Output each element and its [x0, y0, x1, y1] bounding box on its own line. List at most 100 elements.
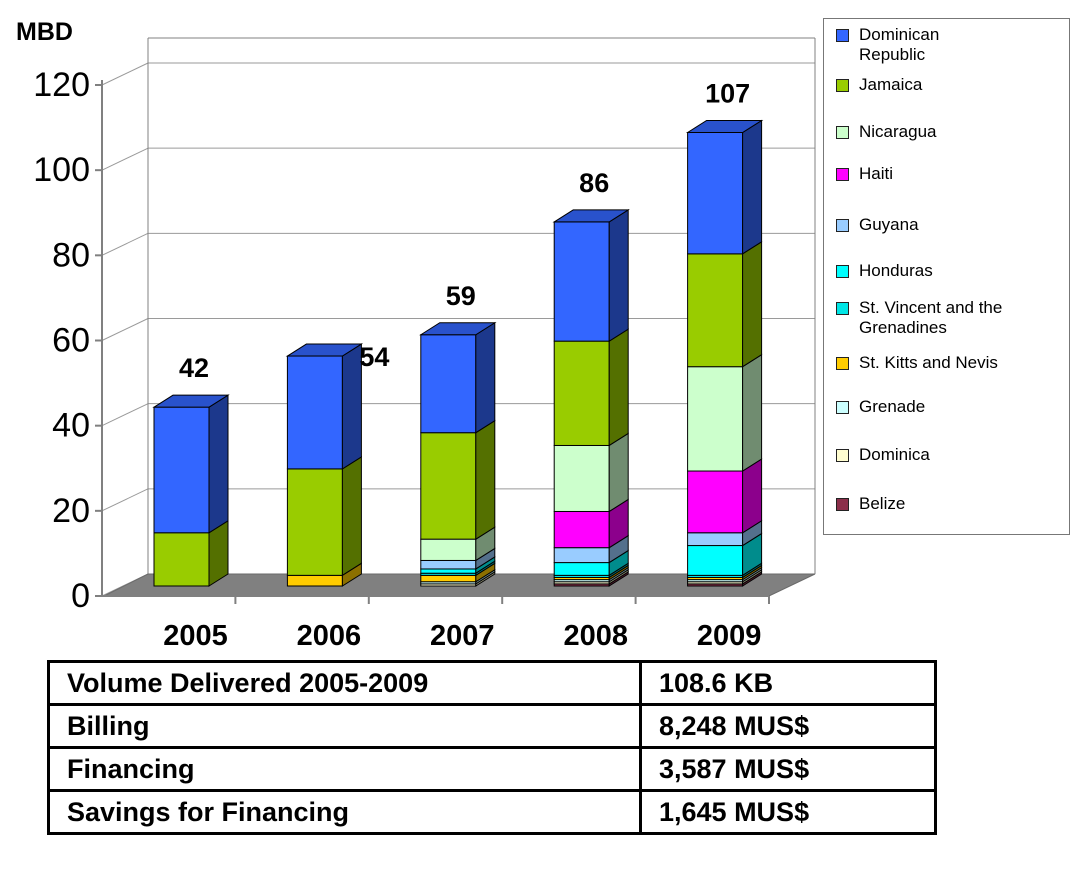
gridline-side — [101, 403, 149, 427]
bar-segment-side — [475, 321, 496, 434]
legend-item-st-vincent: St. Vincent and the Grenadines — [836, 298, 1009, 338]
y-tick-label: 40 — [52, 407, 90, 445]
legend-label: Grenade — [859, 397, 926, 416]
table-cell-label: Financing — [47, 746, 642, 792]
bar-top-face — [419, 322, 497, 336]
legend-label: Belize — [859, 494, 906, 513]
x-tick-label: 2005 — [163, 620, 228, 652]
legend-item-grenade: Grenade — [836, 397, 1059, 417]
gridline-side — [101, 488, 149, 512]
x-tick-label: 2006 — [297, 620, 362, 652]
y-tick-label: 60 — [52, 322, 90, 360]
legend-swatch-st-kitts — [836, 357, 849, 370]
table-row: Volume Delivered 2005-2009 108.6 KB — [47, 660, 937, 706]
y-axis-label: MBD — [16, 18, 73, 46]
bar-segment-side — [341, 455, 362, 577]
table-cell-label: Billing — [47, 703, 642, 749]
legend-swatch-st-vincent — [836, 302, 849, 315]
bar-top-face — [152, 394, 230, 408]
legend-label: Dominica — [859, 445, 930, 464]
bar-segment-side — [742, 240, 763, 368]
legend-label: Honduras — [859, 261, 933, 280]
gridline-side — [101, 62, 149, 86]
y-tick-label: 120 — [33, 66, 90, 104]
legend-label: Nicaragua — [859, 122, 937, 141]
bar-top-face — [552, 209, 630, 223]
bar-segment — [420, 432, 477, 540]
table-cell-label: Savings for Financing — [47, 789, 642, 835]
bar-segment — [420, 538, 477, 561]
bar-segment — [687, 253, 744, 368]
table-cell-value: 108.6 KB — [639, 660, 937, 706]
bar-segment — [153, 406, 210, 534]
legend-swatch-belize — [836, 498, 849, 511]
legend-label: Haiti — [859, 164, 894, 183]
legend-item-haiti: Haiti — [836, 164, 1059, 184]
legend-item-jamaica: Jamaica — [836, 75, 1059, 95]
legend-item-honduras: Honduras — [836, 261, 1059, 281]
chart-legend: Dominican Republic Jamaica Nicaragua Hai… — [823, 18, 1070, 535]
table-row: Financing 3,587 MUS$ — [47, 746, 937, 792]
summary-table: Volume Delivered 2005-2009 108.6 KB Bill… — [47, 660, 937, 835]
table-cell-value: 8,248 MUS$ — [639, 703, 937, 749]
legend-label: St. Vincent and the Grenadines — [859, 298, 1003, 337]
legend-item-dominica: Dominica — [836, 445, 1059, 465]
bar-segment — [553, 562, 610, 576]
bar-segment — [687, 470, 744, 534]
bar-segment-side — [475, 419, 496, 541]
bar-segment — [553, 510, 610, 549]
bar-segment — [687, 545, 744, 576]
legend-swatch-dominica — [836, 449, 849, 462]
bar-segment — [687, 366, 744, 472]
legend-swatch-haiti — [836, 168, 849, 181]
bar-segment — [553, 444, 610, 512]
bar-total-label: 86 — [579, 168, 609, 198]
bar-segment — [553, 340, 610, 446]
legend-swatch-dominican-republic — [836, 29, 849, 42]
bar-segment — [420, 568, 477, 574]
legend-swatch-jamaica — [836, 79, 849, 92]
bar-segment — [553, 547, 610, 564]
legend-item-belize: Belize — [836, 494, 1059, 514]
bar-total-label: 42 — [179, 353, 209, 383]
bar-top-face — [285, 343, 364, 357]
bar-segment — [553, 221, 610, 342]
bar-segment-side — [608, 432, 629, 513]
legend-label: Guyana — [859, 215, 919, 234]
gridline-side — [101, 147, 149, 171]
bar-total-label: 59 — [446, 281, 476, 311]
bar-segment — [420, 574, 477, 583]
y-tick-label: 80 — [52, 236, 90, 274]
bar-segment — [420, 334, 477, 434]
table-cell-value: 3,587 MUS$ — [639, 746, 937, 792]
bar-segment — [687, 131, 744, 255]
legend-item-dominican-republic: Dominican Republic — [836, 25, 989, 65]
bar-segment — [286, 574, 343, 587]
legend-swatch-guyana — [836, 219, 849, 232]
stacked-bar-chart: 0 20 40 60 80 100 120 MBD 42 2005 54 2006 59 2007 86 20… — [16, 18, 816, 652]
bar-segment — [420, 559, 477, 570]
x-tick-label: 2008 — [563, 620, 628, 652]
gridline-side — [101, 318, 149, 341]
legend-item-guyana: Guyana — [836, 215, 1059, 235]
y-tick-label: 0 — [71, 577, 90, 615]
y-tick-label: 20 — [52, 492, 90, 530]
legend-label: St. Kitts and Nevis — [859, 353, 998, 372]
bar-segment-side — [208, 394, 229, 534]
bar-segment — [286, 468, 343, 576]
bar-segment — [687, 532, 744, 547]
legend-label: Dominican Republic — [859, 25, 940, 64]
table-row: Savings for Financing 1,645 MUS$ — [47, 789, 937, 835]
gridline-side — [101, 232, 149, 256]
bar-segment — [153, 532, 210, 587]
bar-total-label: 107 — [705, 78, 750, 108]
legend-label: Jamaica — [859, 75, 923, 94]
bar-segment-side — [742, 119, 763, 255]
legend-item-nicaragua: Nicaragua — [836, 122, 1059, 142]
legend-swatch-honduras — [836, 265, 849, 278]
bar-segment-side — [608, 328, 629, 447]
y-tick-label: 100 — [33, 151, 90, 189]
bar-top-face — [685, 119, 764, 133]
legend-swatch-nicaragua — [836, 126, 849, 139]
x-tick-label: 2009 — [697, 620, 762, 652]
